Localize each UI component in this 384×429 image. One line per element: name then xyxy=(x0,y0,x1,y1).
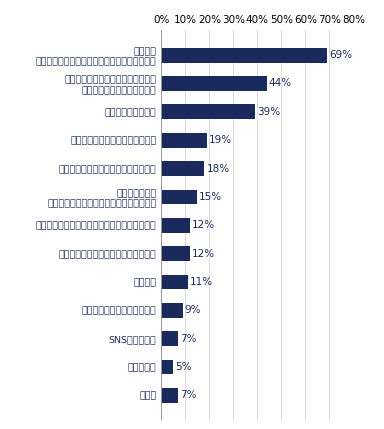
Text: 18%: 18% xyxy=(207,163,230,174)
Text: 15%: 15% xyxy=(199,192,222,202)
Text: 69%: 69% xyxy=(329,50,352,60)
Bar xyxy=(161,218,190,233)
Text: 39%: 39% xyxy=(257,107,280,117)
Bar xyxy=(161,133,207,148)
Bar xyxy=(161,331,178,346)
Bar xyxy=(161,161,204,176)
Text: 19%: 19% xyxy=(209,135,232,145)
Bar xyxy=(161,360,173,375)
Text: 12%: 12% xyxy=(192,220,215,230)
Bar xyxy=(161,275,188,289)
Bar xyxy=(161,76,267,91)
Bar xyxy=(161,246,190,261)
Bar xyxy=(161,388,178,403)
Text: 7%: 7% xyxy=(180,334,197,344)
Bar xyxy=(161,190,197,204)
Text: 11%: 11% xyxy=(190,277,213,287)
Text: 5%: 5% xyxy=(175,362,192,372)
Text: 12%: 12% xyxy=(192,248,215,259)
Text: 44%: 44% xyxy=(269,79,292,88)
Text: 9%: 9% xyxy=(185,305,201,315)
Bar xyxy=(161,48,327,63)
Text: 7%: 7% xyxy=(180,390,197,400)
Bar xyxy=(161,105,255,119)
Bar xyxy=(161,303,183,317)
